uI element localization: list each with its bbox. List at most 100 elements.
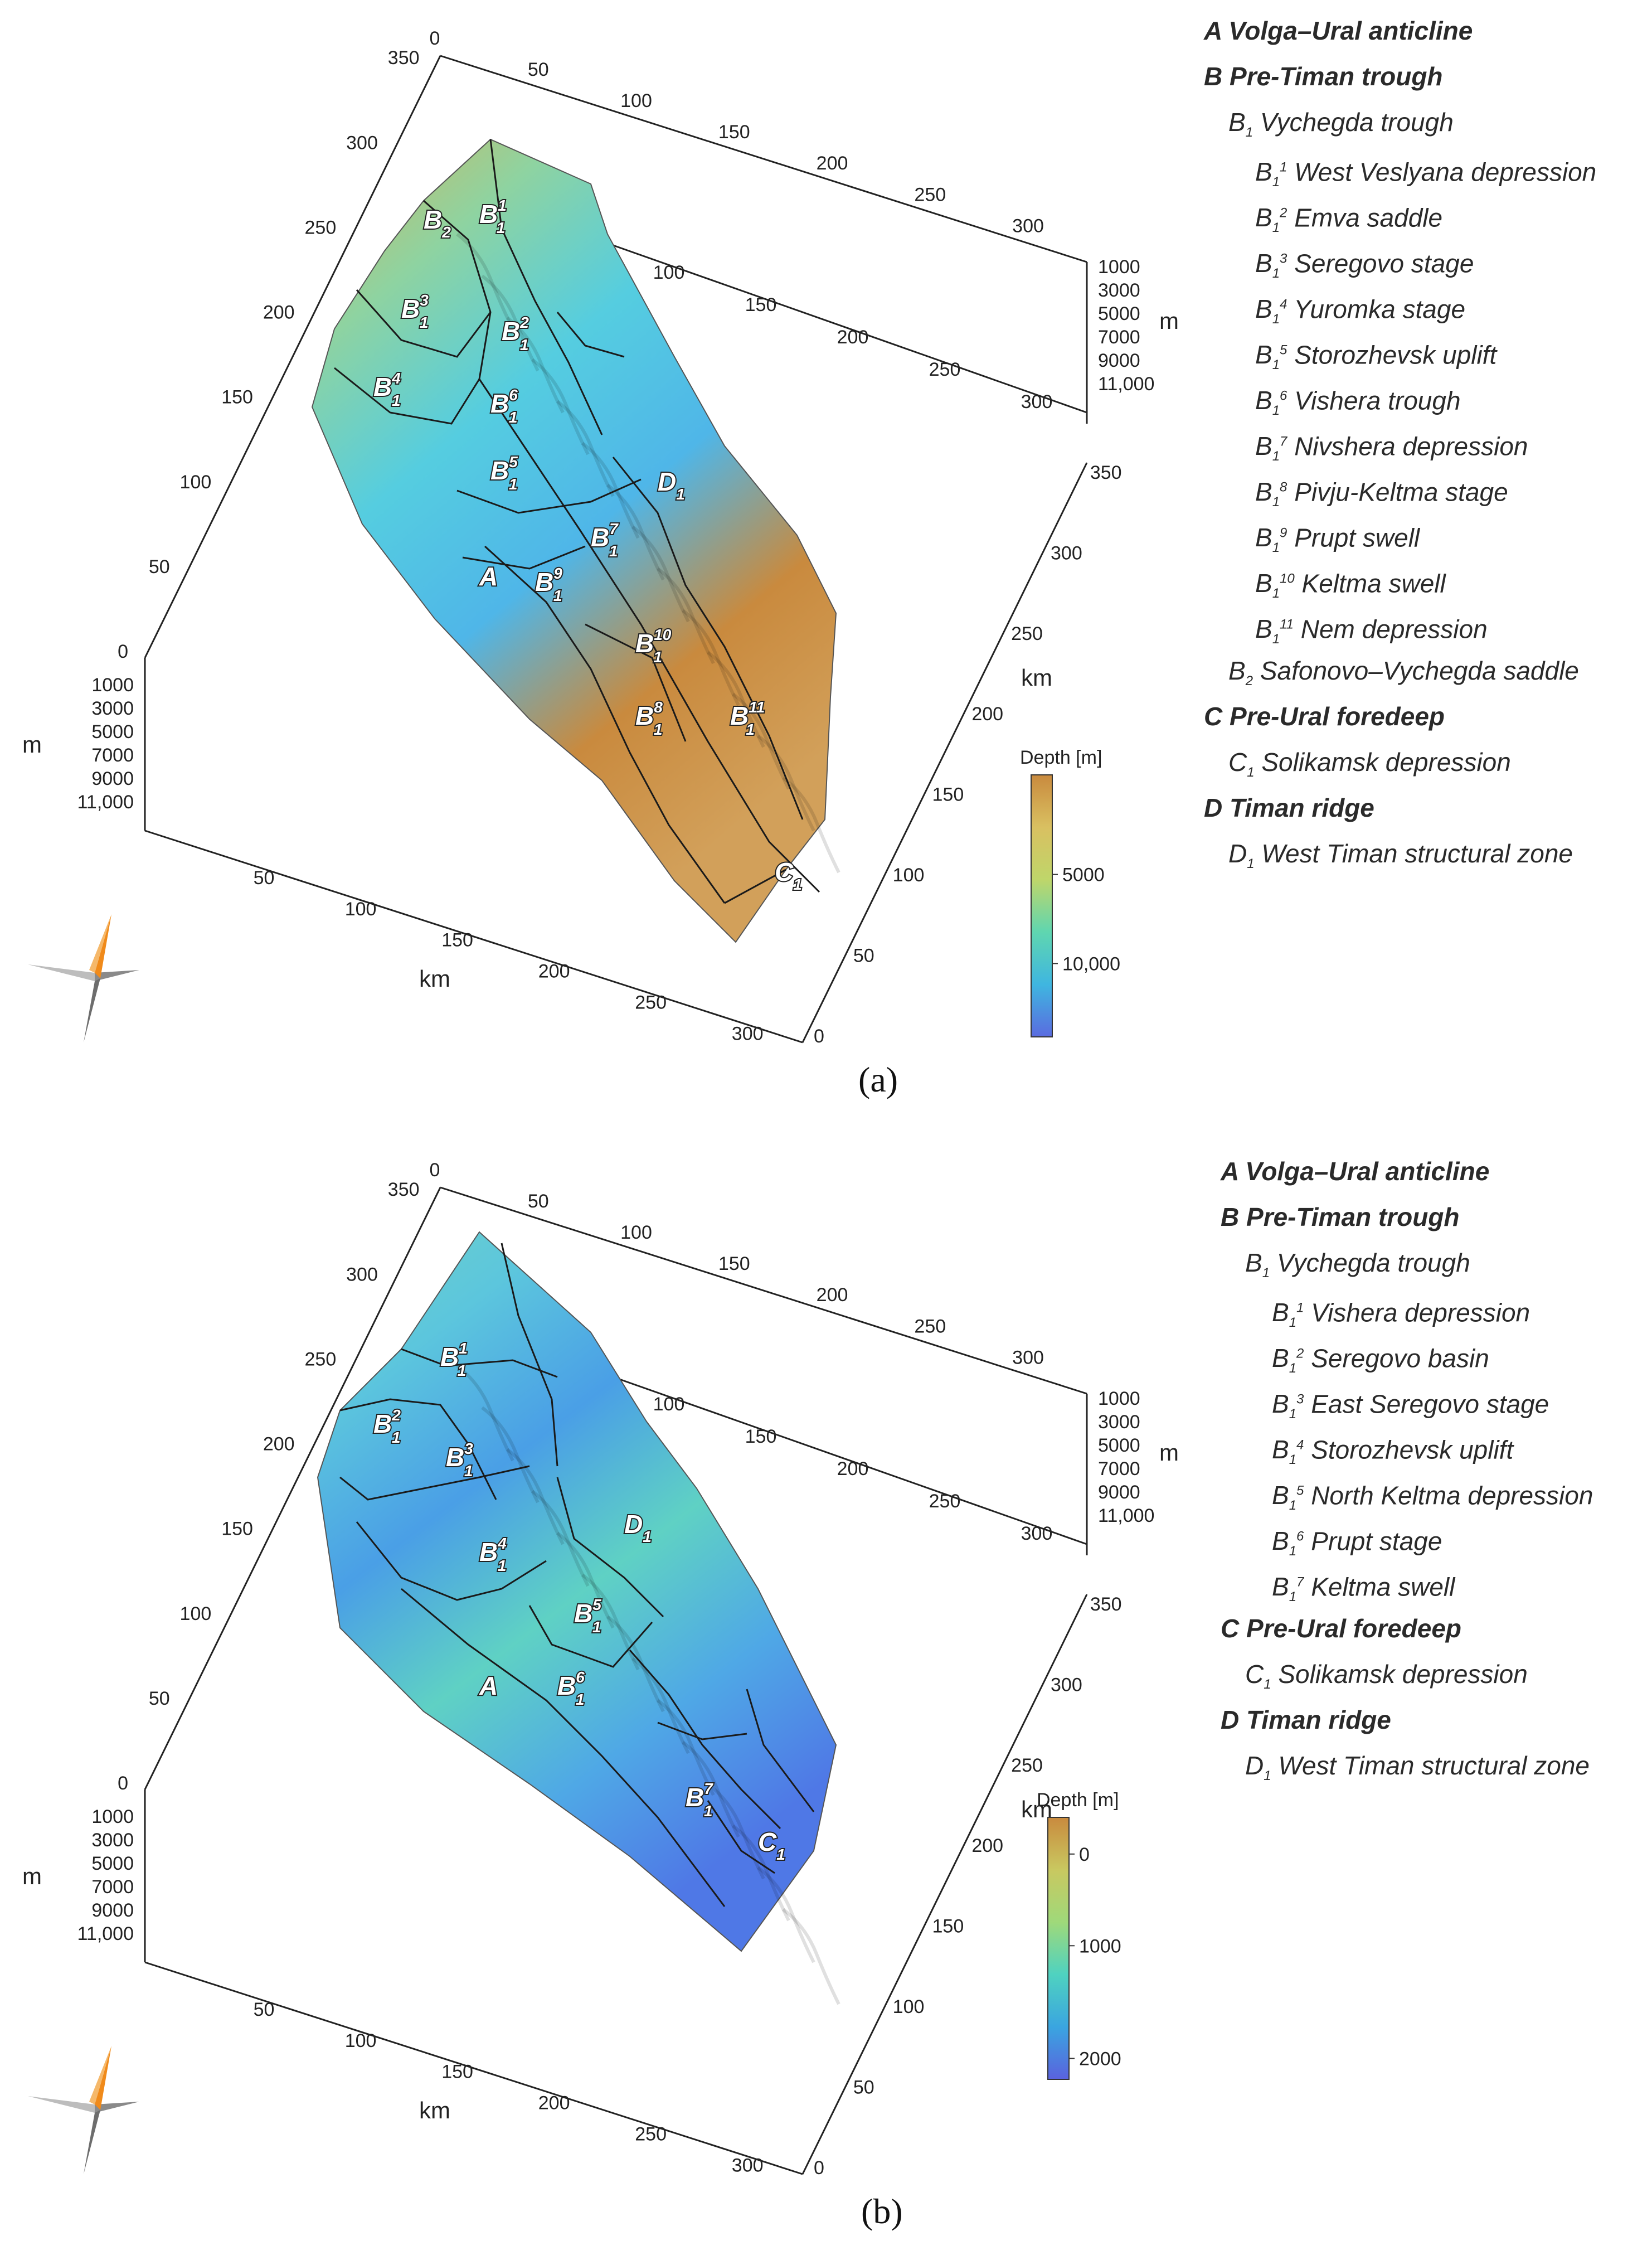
legend-b: A Volga–Ural anticline B Pre-Timan trough…	[1221, 1148, 1593, 1788]
legend-item: B16 Vishera trough	[1204, 374, 1596, 419]
right-axis-y	[801, 1594, 1088, 2175]
panel-label-b: (b)	[861, 2191, 903, 2231]
legend-item: B13 East Seregovo stage	[1221, 1377, 1593, 1423]
mid-x-tick: 300	[1021, 1523, 1053, 1544]
legend-name: Pre-Ural foredeep	[1246, 1614, 1462, 1643]
mid-x-tick: 200	[837, 327, 869, 348]
colorbar-tick: 5000	[1062, 865, 1105, 886]
legend-code-sup: 2	[1280, 206, 1287, 221]
legend-name: Pivju-Keltma stage	[1294, 477, 1508, 507]
legend-item: B17 Keltma swell	[1221, 1560, 1593, 1606]
legend-code-base: C	[1204, 702, 1223, 731]
legend-item: B17 Nivshera depression	[1204, 419, 1596, 465]
right-z-tick: 7000	[1098, 327, 1140, 348]
mid-x-tick: 300	[1021, 391, 1053, 413]
legend-code-sub: 1	[1272, 540, 1280, 556]
relief-streak	[556, 1531, 615, 1629]
legend-name: Storozhevsk uplift	[1294, 340, 1497, 370]
front-x-tick: 100	[345, 899, 377, 920]
front-x-tick: 250	[635, 992, 667, 1013]
mid-x-tick: 150	[745, 294, 777, 316]
mid-x-tick: 250	[929, 1491, 961, 1512]
legend-code-sup: 9	[1280, 526, 1287, 541]
structure-boundary-line	[707, 1800, 775, 1874]
right-z-tick: 1000	[1098, 1388, 1140, 1409]
legend-item: C Pre-Ural foredeep	[1204, 693, 1596, 739]
legend-code: B	[1204, 62, 1222, 91]
relief-streak	[556, 400, 615, 497]
legend-code-base: B	[1228, 656, 1246, 685]
front-x-tick: 100	[345, 2030, 377, 2051]
mid-axis-x	[613, 1376, 1087, 1545]
legend-item: D Timan ridge	[1204, 785, 1596, 831]
panel-a: B2 B1 1 B3 1 B2 1 B4 1 B6 1 B5 1 D1 B7 1 A B9 1 B10 1 B8 1 B11 1…	[0, 0, 1652, 1132]
legend-code: B11	[1272, 1298, 1304, 1330]
colorbar-title: Depth [m]	[1020, 747, 1102, 768]
relief-streak	[732, 692, 790, 790]
legend-code: B14	[1255, 294, 1287, 327]
back-x-tick: 300	[1012, 215, 1044, 236]
structure-boundary-line	[456, 478, 642, 514]
legend-code: B	[1221, 1202, 1239, 1231]
legend-name: Prupt stage	[1311, 1526, 1442, 1556]
back-x-tick: 50	[528, 59, 549, 80]
legend-name: Timan ridge	[1230, 793, 1374, 822]
back-x-tick: 250	[914, 184, 946, 205]
region-label: B7 1	[591, 520, 619, 560]
mid-x-tick: 100	[653, 1394, 685, 1415]
back-x-tick: 250	[914, 1316, 946, 1337]
legend-name: Timan ridge	[1246, 1705, 1391, 1734]
relief-streak	[757, 734, 815, 832]
legend-item: B11 West Veslyana depression	[1204, 145, 1596, 191]
legend-item: C1 Solikamsk depression	[1221, 1651, 1593, 1697]
legend-code-sup: 6	[1296, 1529, 1304, 1544]
legend-item: B111 Nem depression	[1204, 602, 1596, 648]
legend-name: Volga–Ural anticline	[1245, 1157, 1490, 1186]
legend-code-base: B	[1255, 203, 1272, 232]
legend-code-sup: 6	[1280, 389, 1287, 404]
legend-name: Nem depression	[1300, 614, 1488, 644]
legend-name: West Veslyana depression	[1294, 157, 1597, 187]
legend-item: B1 Vychegda trough	[1204, 99, 1596, 145]
legend-code-sub: 1	[1272, 403, 1280, 419]
right-y-tick: 350	[1090, 1594, 1122, 1615]
structure-boundary-line	[724, 869, 786, 904]
right-y-tick: 250	[1011, 623, 1043, 644]
legend-code-sub: 1	[1272, 494, 1280, 510]
legend-code: B13	[1255, 249, 1287, 281]
legend-code-base: B	[1255, 340, 1272, 370]
legend-name: Volga–Ural anticline	[1228, 16, 1473, 45]
left-y-tick: 350	[388, 47, 420, 69]
front-x-tick: 50	[254, 1999, 275, 2020]
left-z-unit: m	[22, 731, 42, 758]
legend-code-base: A	[1204, 16, 1222, 45]
legend-code-sub: 1	[1272, 266, 1280, 282]
region-label: B6 1	[557, 1669, 585, 1708]
left-y-tick: 150	[221, 1519, 253, 1540]
colorbar-tick: 0	[1079, 1844, 1090, 1865]
left-y-tick: 250	[305, 1349, 337, 1370]
relief-streak	[531, 1490, 590, 1587]
left-z-tick: 3000	[91, 698, 134, 719]
legend-code-sup: 1	[1296, 1301, 1304, 1316]
legend-code-sub: 1	[1247, 765, 1255, 780]
relief-streak	[581, 1573, 640, 1671]
depth-colorbar	[1047, 1817, 1070, 2080]
region-label: B9 1	[535, 565, 562, 604]
left-z-tick: 1000	[91, 1806, 134, 1827]
legend-code-sub: 1	[1272, 449, 1280, 464]
right-y-tick: 150	[932, 1916, 964, 1937]
legend-name: Pre-Timan trough	[1230, 62, 1443, 91]
relief-streak	[782, 776, 840, 874]
legend-code-base: B	[1228, 108, 1246, 137]
legend-item: A Volga–Ural anticline	[1221, 1148, 1593, 1194]
region-label: D1	[624, 1510, 652, 1545]
left-z-tick: 5000	[91, 1853, 134, 1874]
left-y-tick: 300	[346, 132, 378, 153]
colorbar-tick: 1000	[1079, 1936, 1121, 1957]
right-z-tick: 9000	[1098, 350, 1140, 371]
mid-x-tick: 100	[653, 262, 685, 283]
structure-boundary-line	[528, 1605, 653, 1668]
relief-streak	[581, 442, 640, 539]
legend-code-base: B	[1221, 1202, 1240, 1231]
